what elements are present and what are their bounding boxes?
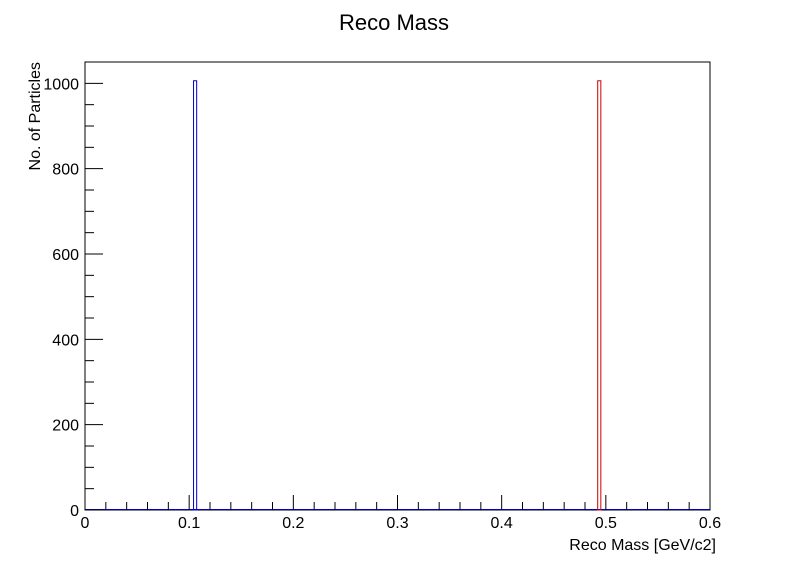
y-tick-label-4: 800: [52, 162, 79, 179]
x-tick-label-0: 0: [81, 515, 90, 532]
axes: 0 0.1 0.2 0.3 0.4 0.5 0.6 0 200 400 600 800 1000: [43, 61, 721, 532]
x-tick-label-1: 0.1: [178, 515, 200, 532]
y-tick-label-5: 1000: [43, 76, 79, 93]
bar-series0-0: [193, 80, 198, 511]
bar-series1-0: [597, 80, 602, 511]
x-tick-label-2: 0.2: [282, 515, 304, 532]
x-tick-label-6: 0.6: [699, 515, 721, 532]
chart-title: Reco Mass: [339, 10, 449, 35]
plot-frame: [84, 61, 711, 511]
y-tick-label-3: 600: [52, 247, 79, 264]
y-tick-label-2: 400: [52, 332, 79, 349]
x-tick-label-4: 0.4: [491, 515, 513, 532]
y-tick-label-0: 0: [70, 503, 79, 520]
y-axis-label: No. of Particles: [27, 62, 44, 170]
x-tick-label-5: 0.5: [595, 515, 617, 532]
x-tick-label-3: 0.3: [386, 515, 408, 532]
y-tick-label-1: 200: [52, 418, 79, 435]
data-marks: [85, 80, 710, 511]
x-axis-label: Reco Mass [GeV/c2]: [569, 537, 716, 554]
